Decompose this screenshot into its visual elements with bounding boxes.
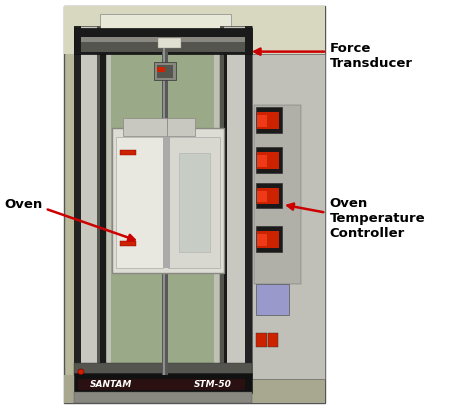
- Bar: [154, 62, 176, 80]
- Bar: [257, 155, 266, 167]
- Bar: [245, 26, 252, 375]
- Bar: [100, 50, 223, 375]
- Bar: [158, 38, 181, 48]
- Bar: [163, 137, 170, 268]
- Bar: [257, 112, 279, 129]
- Bar: [81, 37, 245, 42]
- Bar: [254, 105, 301, 284]
- Bar: [64, 375, 325, 403]
- Bar: [157, 67, 164, 71]
- Bar: [220, 50, 227, 375]
- Bar: [257, 231, 279, 248]
- Bar: [64, 6, 325, 54]
- Bar: [257, 152, 279, 169]
- Bar: [255, 147, 282, 173]
- Bar: [256, 333, 266, 347]
- Bar: [162, 46, 168, 375]
- Bar: [74, 392, 252, 403]
- Text: STM-50: STM-50: [194, 380, 232, 389]
- Bar: [255, 183, 282, 209]
- Bar: [74, 373, 252, 393]
- Bar: [257, 234, 266, 246]
- Bar: [164, 46, 165, 375]
- Bar: [255, 226, 282, 252]
- Bar: [214, 50, 219, 375]
- Bar: [257, 115, 266, 127]
- Bar: [107, 50, 111, 375]
- Text: Force
Transducer: Force Transducer: [329, 42, 412, 70]
- Bar: [220, 26, 224, 375]
- Bar: [268, 333, 278, 347]
- FancyBboxPatch shape: [123, 119, 167, 136]
- Text: SANTAM: SANTAM: [90, 380, 132, 389]
- Circle shape: [78, 369, 84, 375]
- FancyBboxPatch shape: [142, 195, 189, 204]
- Bar: [100, 14, 231, 38]
- Text: Oven
Temperature
Controller: Oven Temperature Controller: [329, 197, 425, 240]
- Text: Oven: Oven: [5, 198, 43, 211]
- FancyBboxPatch shape: [167, 119, 195, 136]
- Bar: [257, 190, 266, 202]
- Bar: [120, 150, 136, 155]
- Bar: [168, 137, 220, 268]
- Bar: [252, 54, 325, 379]
- Bar: [120, 241, 136, 246]
- Bar: [257, 188, 279, 204]
- Bar: [97, 26, 100, 375]
- Bar: [98, 50, 106, 375]
- Bar: [179, 153, 210, 252]
- Bar: [74, 28, 252, 54]
- Bar: [74, 363, 252, 375]
- Bar: [78, 379, 245, 390]
- FancyBboxPatch shape: [112, 128, 225, 273]
- Bar: [255, 107, 282, 133]
- Bar: [156, 65, 173, 78]
- Bar: [74, 26, 100, 375]
- Bar: [81, 38, 245, 52]
- Bar: [64, 6, 325, 403]
- Bar: [116, 137, 163, 268]
- Bar: [255, 284, 290, 316]
- Bar: [220, 26, 252, 375]
- Bar: [74, 26, 81, 375]
